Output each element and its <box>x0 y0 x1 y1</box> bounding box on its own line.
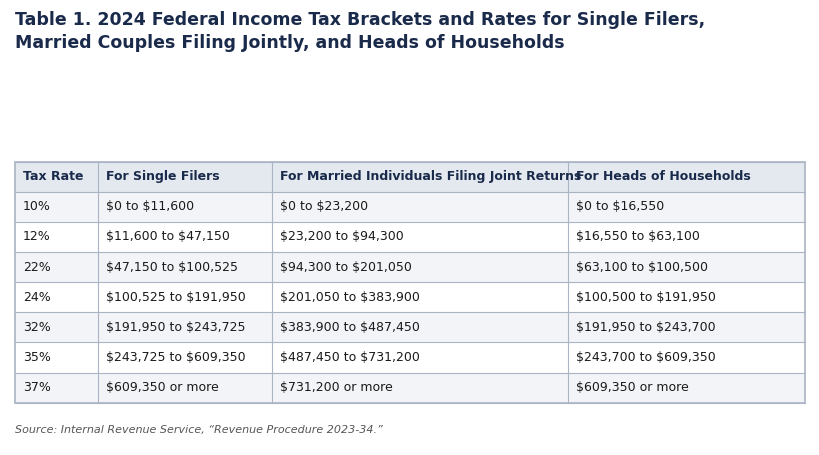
Text: $0 to $16,550: $0 to $16,550 <box>575 200 663 213</box>
Text: $191,950 to $243,700: $191,950 to $243,700 <box>575 321 715 334</box>
Text: 24%: 24% <box>23 291 50 303</box>
Text: $63,100 to $100,500: $63,100 to $100,500 <box>575 261 707 273</box>
Text: $191,950 to $243,725: $191,950 to $243,725 <box>106 321 245 334</box>
Bar <box>15 162 804 403</box>
Text: For Married Individuals Filing Joint Returns: For Married Individuals Filing Joint Ret… <box>279 170 580 183</box>
Text: $487,450 to $731,200: $487,450 to $731,200 <box>279 351 419 364</box>
Text: $47,150 to $100,525: $47,150 to $100,525 <box>106 261 238 273</box>
Text: $94,300 to $201,050: $94,300 to $201,050 <box>279 261 411 273</box>
Text: For Heads of Households: For Heads of Households <box>575 170 750 183</box>
Text: $609,350 or more: $609,350 or more <box>575 381 688 394</box>
Text: For Single Filers: For Single Filers <box>106 170 219 183</box>
Bar <box>15 252 804 282</box>
Text: $243,725 to $609,350: $243,725 to $609,350 <box>106 351 245 364</box>
Text: Tax Rate: Tax Rate <box>23 170 83 183</box>
Bar <box>15 162 804 192</box>
Bar <box>15 373 804 403</box>
Text: 10%: 10% <box>23 200 51 213</box>
Text: $201,050 to $383,900: $201,050 to $383,900 <box>279 291 419 303</box>
Text: 35%: 35% <box>23 351 51 364</box>
Text: $0 to $11,600: $0 to $11,600 <box>106 200 193 213</box>
Text: $243,700 to $609,350: $243,700 to $609,350 <box>575 351 715 364</box>
Text: $100,500 to $191,950: $100,500 to $191,950 <box>575 291 715 303</box>
Bar <box>15 312 804 343</box>
Bar <box>15 192 804 222</box>
Bar <box>15 282 804 312</box>
Text: 32%: 32% <box>23 321 50 334</box>
Text: $100,525 to $191,950: $100,525 to $191,950 <box>106 291 245 303</box>
Text: Table 1. 2024 Federal Income Tax Brackets and Rates for Single Filers,
Married C: Table 1. 2024 Federal Income Tax Bracket… <box>15 11 704 52</box>
Text: $383,900 to $487,450: $383,900 to $487,450 <box>279 321 419 334</box>
Text: $731,200 or more: $731,200 or more <box>279 381 391 394</box>
Bar <box>15 222 804 252</box>
Text: $11,600 to $47,150: $11,600 to $47,150 <box>106 230 229 243</box>
Text: Source: Internal Revenue Service, “Revenue Procedure 2023-34.”: Source: Internal Revenue Service, “Reven… <box>15 425 382 435</box>
Bar <box>15 342 804 373</box>
Text: 12%: 12% <box>23 230 50 243</box>
Text: $0 to $23,200: $0 to $23,200 <box>279 200 367 213</box>
Text: $609,350 or more: $609,350 or more <box>106 381 218 394</box>
Text: 37%: 37% <box>23 381 51 394</box>
Text: $16,550 to $63,100: $16,550 to $63,100 <box>575 230 699 243</box>
Text: 22%: 22% <box>23 261 50 273</box>
Text: $23,200 to $94,300: $23,200 to $94,300 <box>279 230 403 243</box>
